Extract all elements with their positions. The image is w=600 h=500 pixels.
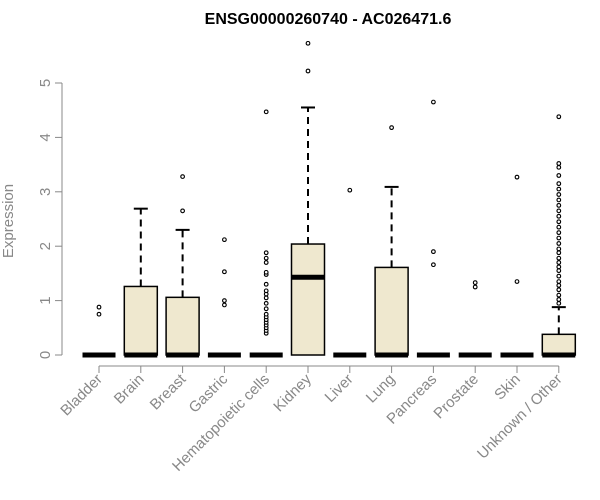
outlier-point bbox=[222, 298, 227, 303]
outlier-point bbox=[263, 311, 269, 317]
outlier-point bbox=[556, 235, 562, 241]
outlier-point bbox=[263, 250, 269, 256]
x-tick-label: Kidney bbox=[270, 370, 315, 415]
outlier-point bbox=[514, 174, 520, 180]
x-tick-label: Liver bbox=[322, 371, 357, 406]
outlier-point bbox=[305, 40, 311, 46]
y-axis-label: Expression bbox=[0, 184, 17, 258]
box-pancreas bbox=[416, 99, 450, 358]
box-brain bbox=[123, 207, 159, 358]
iqr-box bbox=[374, 266, 409, 356]
box-lung bbox=[374, 125, 409, 358]
outlier-point bbox=[556, 264, 562, 270]
box-skin bbox=[500, 174, 534, 358]
outlier-point bbox=[556, 273, 562, 279]
box-hematopoietic-cells bbox=[249, 109, 283, 358]
outlier-point bbox=[180, 174, 185, 179]
y-tick-label: 3 bbox=[37, 188, 54, 196]
outlier-point bbox=[222, 269, 227, 275]
outlier-point bbox=[556, 186, 562, 192]
chart-title: ENSG00000260740 - AC026471.6 bbox=[205, 11, 452, 28]
outlier-point bbox=[556, 246, 562, 252]
outlier-point bbox=[556, 287, 562, 293]
outlier-point bbox=[556, 255, 562, 261]
outlier-point bbox=[263, 109, 269, 115]
x-tick-label: Brain bbox=[111, 371, 148, 408]
outlier-point bbox=[556, 192, 562, 197]
x-tick-label: Skin bbox=[491, 371, 524, 404]
outlier-point bbox=[431, 99, 436, 105]
outlier-point bbox=[556, 300, 562, 306]
outlier-point bbox=[472, 284, 478, 290]
outlier-point bbox=[556, 173, 562, 178]
outlier-point bbox=[180, 208, 185, 214]
outlier-point bbox=[556, 230, 562, 235]
x-tick-label: Prostate bbox=[430, 371, 482, 423]
box-prostate bbox=[458, 280, 492, 358]
x-tick-label: Lung bbox=[363, 371, 399, 407]
outlier-point bbox=[96, 304, 102, 310]
outlier-point bbox=[556, 297, 562, 302]
box-unknown-other bbox=[541, 114, 577, 358]
outlier-point bbox=[263, 288, 269, 294]
outlier-point bbox=[263, 281, 269, 287]
outlier-point bbox=[556, 219, 562, 225]
outlier-point bbox=[556, 268, 562, 274]
y-tick-label: 1 bbox=[37, 296, 54, 304]
outlier-point bbox=[263, 260, 269, 265]
outlier-point bbox=[96, 311, 102, 317]
x-tick-label: Breast bbox=[147, 370, 190, 413]
outlier-point bbox=[305, 68, 311, 74]
box-bladder bbox=[82, 304, 116, 358]
outlier-point bbox=[389, 125, 394, 130]
outlier-point bbox=[514, 279, 520, 284]
outlier-point bbox=[556, 213, 562, 219]
iqr-box bbox=[541, 333, 577, 356]
iqr-box bbox=[123, 285, 159, 356]
outlier-point bbox=[556, 292, 562, 298]
outlier-point bbox=[556, 164, 562, 170]
y-tick-label: 4 bbox=[37, 133, 54, 141]
plot-area bbox=[82, 40, 577, 358]
y-axis: 0 1 2 3 4 5 bbox=[37, 79, 63, 359]
iqr-box bbox=[290, 243, 326, 356]
outlier-point bbox=[556, 181, 562, 186]
outlier-point bbox=[347, 187, 353, 193]
iqr-box bbox=[165, 296, 200, 356]
box-breast bbox=[165, 174, 200, 358]
outlier-point bbox=[263, 306, 269, 312]
outlier-point bbox=[556, 197, 562, 203]
outlier-point bbox=[263, 269, 269, 275]
outlier-point bbox=[263, 295, 269, 301]
y-tick-label: 2 bbox=[37, 242, 54, 250]
y-tick-label: 5 bbox=[37, 79, 54, 87]
box-liver bbox=[333, 187, 367, 358]
outlier-point bbox=[556, 283, 562, 288]
outlier-point bbox=[431, 262, 436, 268]
outlier-point bbox=[431, 249, 436, 254]
outlier-point bbox=[556, 250, 562, 256]
x-tick-label: Bladder bbox=[57, 371, 106, 420]
outlier-point bbox=[556, 161, 562, 166]
outlier-point bbox=[556, 241, 562, 246]
outlier-point bbox=[263, 255, 269, 261]
outlier-point bbox=[472, 280, 478, 285]
outlier-point bbox=[556, 279, 562, 284]
outlier-point bbox=[556, 260, 562, 265]
outlier-point bbox=[556, 224, 562, 230]
box-kidney bbox=[290, 40, 326, 356]
outlier-point bbox=[556, 114, 562, 120]
outlier-point bbox=[556, 208, 562, 214]
outlier-point bbox=[263, 300, 269, 306]
outlier-point bbox=[222, 237, 227, 243]
outlier-point bbox=[222, 302, 227, 308]
outlier-point bbox=[556, 203, 562, 208]
y-tick-label: 0 bbox=[37, 351, 54, 359]
box-gastric bbox=[207, 237, 241, 358]
